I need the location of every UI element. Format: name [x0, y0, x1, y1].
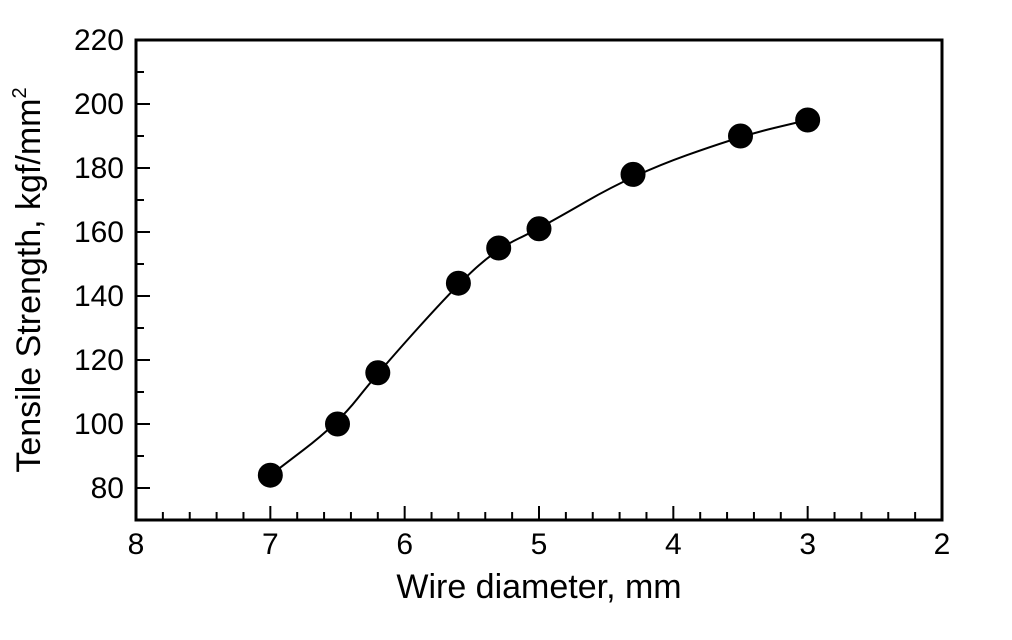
data-point	[527, 217, 551, 241]
chart-svg: 8 7 6 5 4 3 2 80 100 120 140 160 180 200 220 Wire diame…	[0, 0, 1012, 640]
y-tick-label: 180	[74, 152, 124, 185]
y-tick-label: 220	[74, 24, 124, 57]
x-tick-label: 5	[531, 528, 548, 561]
y-tick-label: 160	[74, 216, 124, 249]
y-axis-label: Tensile Strength, kgf/mm2	[9, 87, 48, 472]
data-point	[621, 162, 645, 186]
x-tick-label: 2	[934, 528, 951, 561]
x-axis-label: Wire diameter, mm	[396, 568, 681, 606]
x-tick-label: 6	[396, 528, 413, 561]
y-tick-label: 100	[74, 408, 124, 441]
y-tick-label: 120	[74, 344, 124, 377]
data-point	[326, 412, 350, 436]
y-tick-label: 200	[74, 88, 124, 121]
x-tick-label: 7	[262, 528, 279, 561]
y-tick-label: 140	[74, 280, 124, 313]
data-point	[446, 271, 470, 295]
x-tick-label: 3	[799, 528, 816, 561]
data-point	[366, 361, 390, 385]
x-tick-label: 8	[128, 528, 145, 561]
data-point	[796, 108, 820, 132]
x-tick-label: 4	[665, 528, 682, 561]
data-point	[487, 236, 511, 260]
data-point	[729, 124, 753, 148]
y-tick-label: 80	[91, 472, 124, 505]
chart-container: 8 7 6 5 4 3 2 80 100 120 140 160 180 200 220 Wire diame…	[0, 0, 1012, 640]
data-point	[258, 463, 282, 487]
